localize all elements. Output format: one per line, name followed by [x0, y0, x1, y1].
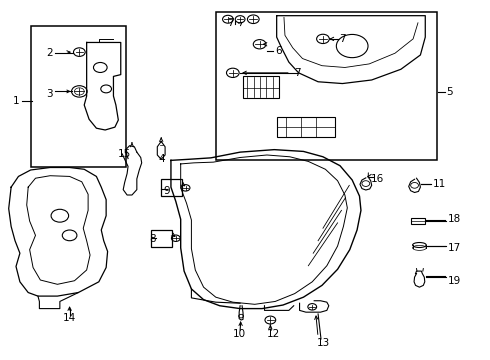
- Text: 10: 10: [233, 329, 245, 339]
- Text: 19: 19: [448, 276, 461, 286]
- Text: 3: 3: [46, 89, 52, 99]
- Text: 6: 6: [275, 46, 281, 57]
- Text: 9: 9: [164, 186, 171, 196]
- Bar: [243, 76, 279, 98]
- Bar: [277, 117, 335, 137]
- Text: 15: 15: [118, 149, 131, 159]
- Text: 17: 17: [448, 243, 461, 253]
- Text: 7: 7: [294, 68, 301, 78]
- Text: 7: 7: [227, 18, 234, 28]
- Text: 5: 5: [446, 87, 453, 98]
- Text: 16: 16: [371, 174, 384, 184]
- Bar: [151, 230, 172, 247]
- Text: 8: 8: [149, 234, 156, 244]
- Text: 4: 4: [159, 154, 166, 163]
- Text: 12: 12: [267, 329, 280, 339]
- Text: 14: 14: [63, 312, 76, 323]
- Bar: [216, 12, 438, 160]
- Text: 1: 1: [13, 96, 19, 107]
- Text: 13: 13: [317, 338, 330, 347]
- Text: 2: 2: [46, 48, 52, 58]
- Text: 18: 18: [448, 214, 461, 224]
- Bar: [30, 26, 125, 167]
- Bar: [161, 179, 182, 196]
- Text: 11: 11: [433, 179, 446, 189]
- Bar: [411, 218, 425, 224]
- Text: 7: 7: [339, 34, 346, 44]
